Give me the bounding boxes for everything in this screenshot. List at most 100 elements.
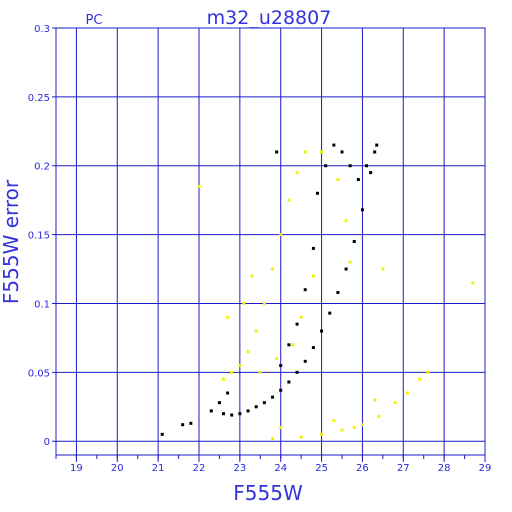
data-point-yellow — [418, 377, 422, 381]
data-point-black — [287, 343, 291, 347]
data-point-black — [230, 413, 234, 417]
tick-labels: 19 20 21 22 23 24 25 26 27 28 29 0 0.05 0.1 0.15 0.2 0.2… — [28, 24, 492, 474]
data-point-black — [246, 409, 250, 413]
data-point-yellow — [238, 363, 242, 367]
data-point-yellow — [230, 370, 234, 374]
data-point-black — [356, 178, 360, 182]
data-point-black — [352, 240, 356, 243]
data-point-black — [332, 143, 336, 147]
data-point-yellow — [291, 343, 295, 347]
data-point-black — [369, 171, 373, 175]
data-point-yellow — [348, 260, 352, 264]
x-tick-label: 19 — [70, 463, 83, 474]
x-tick-label: 21 — [152, 463, 165, 474]
data-point-black — [373, 150, 377, 154]
data-point-black — [160, 432, 164, 436]
data-point-yellow — [320, 150, 324, 154]
data-point-black — [271, 395, 275, 399]
data-point-yellow — [340, 428, 344, 432]
data-point-yellow — [377, 414, 381, 418]
data-point-black — [336, 290, 340, 294]
data-point-yellow — [303, 150, 307, 154]
data-point-black — [315, 191, 319, 195]
data-point-black — [217, 401, 221, 405]
data-point-yellow — [287, 198, 291, 202]
data-points — [160, 143, 475, 440]
y-tick-label: 0.15 — [28, 231, 50, 242]
data-point-black — [262, 401, 266, 405]
x-tick-label: 27 — [397, 463, 410, 474]
data-point-black — [254, 405, 258, 409]
y-tick-label: 0.1 — [34, 299, 50, 310]
data-point-black — [189, 421, 193, 425]
data-point-yellow — [250, 274, 254, 278]
data-point-yellow — [246, 350, 250, 354]
data-point-black — [287, 380, 291, 384]
data-point-black — [295, 370, 299, 374]
data-point-black — [340, 150, 344, 154]
x-tick-label: 22 — [193, 463, 206, 474]
corner-label: PC — [86, 13, 103, 28]
x-tick-label: 23 — [233, 463, 246, 474]
data-point-yellow — [426, 370, 430, 374]
data-point-yellow — [254, 329, 258, 333]
data-point-yellow — [299, 435, 303, 439]
data-point-yellow — [271, 267, 275, 271]
data-point-yellow — [405, 391, 409, 395]
data-point-black — [320, 329, 324, 333]
data-point-yellow — [381, 267, 385, 271]
data-point-black — [181, 423, 185, 427]
data-point-black — [375, 143, 379, 147]
data-point-black — [360, 208, 364, 212]
data-point-black — [324, 164, 328, 168]
x-tick-label: 24 — [274, 463, 287, 474]
data-point-black — [279, 388, 283, 392]
data-point-yellow — [295, 171, 299, 175]
data-point-yellow — [299, 315, 303, 319]
data-point-black — [344, 267, 348, 271]
data-point-yellow — [336, 178, 340, 182]
y-tick-label: 0.3 — [34, 24, 50, 35]
x-axis-title: F555W — [233, 481, 303, 505]
data-point-black — [295, 322, 299, 326]
x-tick-label: 29 — [479, 463, 492, 474]
x-tick-label: 20 — [111, 463, 124, 474]
x-tick-label: 28 — [438, 463, 451, 474]
data-point-yellow — [344, 219, 348, 223]
data-point-black — [303, 288, 307, 292]
data-point-black — [209, 409, 213, 413]
y-tick-label: 0.25 — [28, 93, 50, 104]
y-tick-label: 0.2 — [34, 162, 50, 173]
data-point-black — [311, 246, 315, 250]
data-point-black — [275, 150, 279, 154]
x-tick-label: 25 — [315, 463, 328, 474]
data-point-black — [303, 359, 307, 363]
series-black — [160, 143, 379, 436]
data-point-yellow — [320, 432, 324, 436]
data-point-yellow — [471, 281, 475, 285]
data-point-black — [226, 391, 230, 395]
data-point-yellow — [271, 436, 275, 440]
data-point-yellow — [311, 274, 315, 278]
data-point-yellow — [360, 423, 364, 427]
plot-frame — [55, 27, 486, 456]
x-tick-label: 26 — [356, 463, 369, 474]
data-point-yellow — [258, 370, 262, 374]
data-point-black — [279, 363, 283, 367]
data-point-yellow — [242, 301, 246, 305]
chart-title: m32_u28807 — [207, 7, 332, 29]
data-point-yellow — [197, 184, 201, 188]
data-point-yellow — [279, 233, 283, 237]
data-point-yellow — [279, 425, 283, 429]
data-point-black — [365, 164, 369, 168]
data-point-yellow — [275, 357, 279, 361]
data-point-yellow — [262, 301, 266, 305]
y-tick-label: 0.05 — [28, 368, 50, 379]
data-point-yellow — [373, 398, 377, 402]
data-point-black — [311, 346, 315, 350]
data-point-black — [238, 412, 242, 416]
data-point-black — [348, 164, 352, 168]
axes — [52, 27, 486, 462]
grid — [56, 27, 486, 455]
